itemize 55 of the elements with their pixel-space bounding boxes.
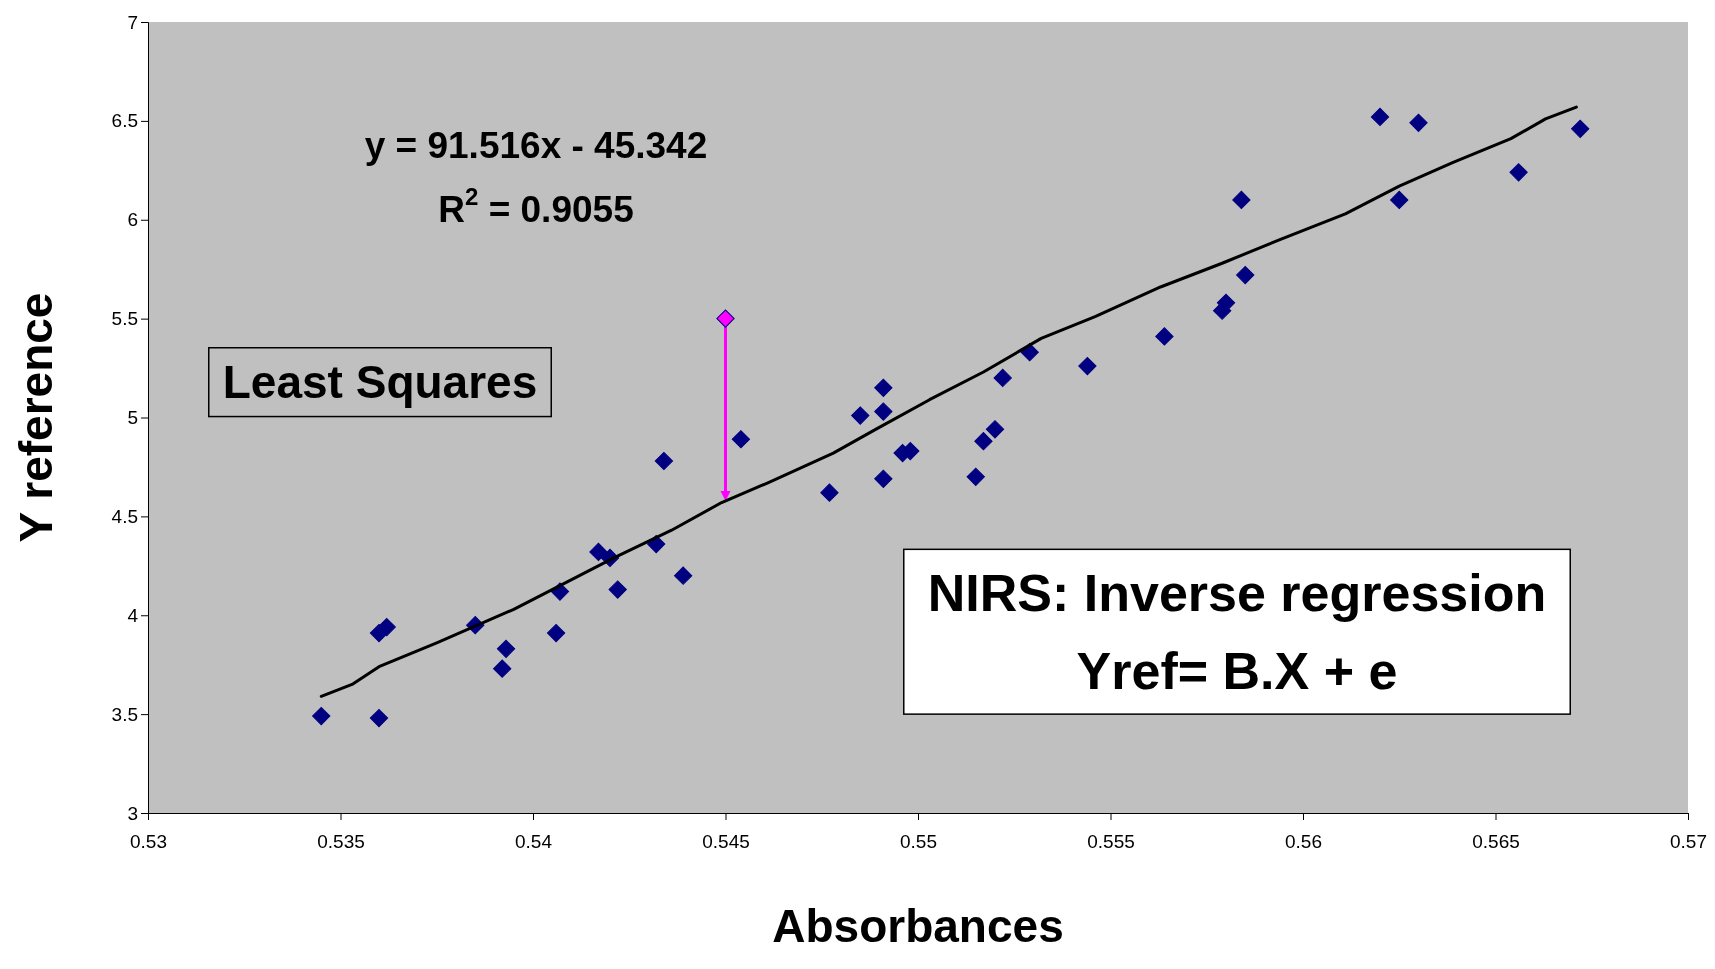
- point: [496, 639, 516, 659]
- x-axis-title: Absorbances: [772, 900, 1064, 952]
- point: [874, 402, 893, 421]
- annotation: Least Squares: [222, 356, 538, 409]
- point: [716, 309, 735, 328]
- annotation: y = 91.516x - 45.342: [364, 124, 708, 166]
- x-tick-label: 0.555: [1087, 830, 1135, 852]
- x-tick-label: 0.535: [317, 830, 365, 852]
- point: [993, 368, 1012, 388]
- point: [493, 659, 512, 678]
- point: [874, 378, 893, 397]
- x-tick-label: 0.55: [900, 830, 937, 852]
- point: [546, 623, 566, 643]
- point: [1370, 107, 1390, 127]
- point: [673, 566, 693, 585]
- point: [608, 580, 627, 599]
- point: [874, 469, 893, 488]
- annotation: R$^{2}$ = 0.9055: [438, 182, 634, 230]
- y-tick-label: 3: [127, 802, 138, 824]
- point: [377, 617, 396, 637]
- point: [820, 483, 839, 502]
- y-tick-label: 3.5: [111, 703, 138, 725]
- x-tick-label: 0.545: [702, 830, 750, 852]
- point: [1236, 265, 1255, 285]
- point: [1216, 293, 1236, 312]
- y-axis-title: Y reference: [10, 292, 62, 543]
- x-tick-label: 0.56: [1285, 830, 1322, 852]
- point: [1232, 190, 1251, 210]
- y-tick-label: 6: [127, 209, 138, 231]
- y-tick-label: 6.5: [111, 110, 138, 132]
- point: [1078, 356, 1097, 376]
- point: [1409, 113, 1428, 133]
- y-tick-label: 4.5: [111, 505, 138, 527]
- point: [1509, 163, 1528, 182]
- point: [369, 708, 389, 728]
- point: [851, 406, 870, 425]
- point: [1390, 190, 1409, 210]
- y-tick-label: 4: [127, 604, 139, 626]
- point: [731, 430, 751, 449]
- point: [985, 420, 1005, 439]
- y-tick-label: 5: [127, 407, 138, 429]
- x-tick-label: 0.54: [515, 830, 553, 852]
- annotation: NIRS: Inverse regression Yref= B.X + e: [927, 563, 1547, 700]
- point: [312, 706, 331, 726]
- x-tick-label: 0.53: [130, 830, 167, 852]
- point: [1571, 119, 1590, 138]
- point: [974, 432, 993, 451]
- point: [1155, 327, 1174, 346]
- y-tick-label: 5.5: [111, 308, 138, 330]
- point: [966, 467, 985, 486]
- x-tick-label: 0.57: [1670, 830, 1707, 852]
- x-tick-label: 0.565: [1472, 830, 1520, 852]
- point: [654, 451, 674, 471]
- y-tick-label: 7: [127, 11, 138, 33]
- point: [589, 542, 608, 562]
